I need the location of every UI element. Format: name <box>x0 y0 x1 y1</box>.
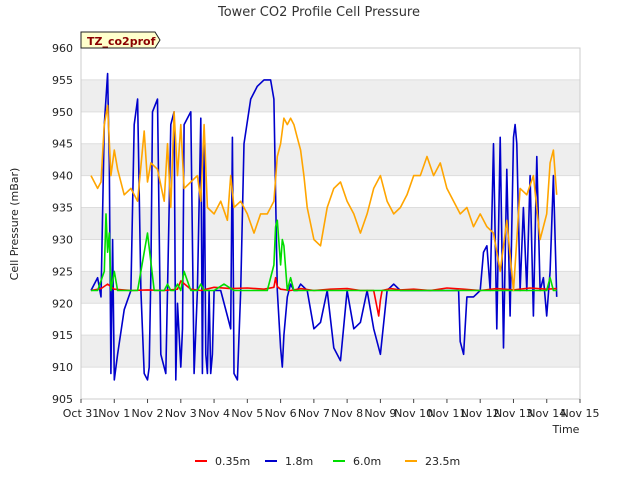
series-line-6_0m <box>91 213 557 292</box>
x-tick-label: Nov 9 <box>364 407 396 420</box>
y-tick-label: 905 <box>52 393 73 406</box>
background-band <box>81 207 580 240</box>
x-tick-label: Nov 8 <box>331 407 363 420</box>
series-line-0_35m <box>90 276 557 317</box>
x-axis-ticks: Oct 31 Nov 1 Nov 2 Nov 3 Nov 4 Nov 5 Nov 6 Nov … <box>63 399 600 420</box>
y-tick-label: 925 <box>52 265 73 278</box>
series-layer <box>90 72 558 381</box>
x-tick-label: Nov 5 <box>231 407 263 420</box>
badge-label: TZ_co2prof <box>87 35 156 48</box>
x-tick-label: Nov 14 <box>527 407 566 420</box>
x-tick-label: Nov 3 <box>165 407 197 420</box>
y-axis-ticks: 905 910 915 920 925 930 935 940 945 950 955 960 <box>52 42 73 406</box>
x-tick-label: Nov 12 <box>461 407 500 420</box>
x-tick-label: Nov 11 <box>427 407 466 420</box>
station-badge: TZ_co2prof <box>80 31 161 49</box>
legend-label-1_8m: 1.8m <box>285 455 313 468</box>
x-tick-label: Nov 2 <box>132 407 164 420</box>
background-band <box>81 79 580 112</box>
x-tick-label: Oct 31 <box>63 407 100 420</box>
legend: 0.35m 1.8m 6.0m 23.5m <box>195 455 460 468</box>
background-band <box>81 143 580 176</box>
legend-label-6_0m: 6.0m <box>353 455 381 468</box>
y-tick-label: 915 <box>52 329 73 342</box>
x-tick-label: Nov 6 <box>265 407 297 420</box>
y-tick-label: 910 <box>52 361 73 374</box>
y-tick-label: 920 <box>52 297 73 310</box>
x-tick-label: Nov 1 <box>98 407 130 420</box>
x-tick-label: Nov 15 <box>561 407 600 420</box>
x-tick-label: Nov 13 <box>494 407 533 420</box>
plot-frame <box>80 47 581 400</box>
legend-label-23_5m: 23.5m <box>425 455 460 468</box>
x-axis-title: Time <box>552 423 580 436</box>
background-band <box>81 335 580 368</box>
y-tick-label: 955 <box>52 74 73 87</box>
y-tick-label: 960 <box>52 42 73 55</box>
x-tick-label: Nov 4 <box>198 407 230 420</box>
y-tick-label: 930 <box>52 233 73 246</box>
x-tick-label: Nov 10 <box>394 407 433 420</box>
y-axis-title: Cell Pressure (mBar) <box>8 168 21 281</box>
y-tick-label: 945 <box>52 138 73 151</box>
series-line-1_8m <box>90 72 558 381</box>
chart-title: Tower CO2 Profile Cell Pressure <box>217 5 420 20</box>
y-tick-label: 935 <box>52 202 73 215</box>
badge-box <box>80 31 161 49</box>
legend-label-0_35m: 0.35m <box>215 455 250 468</box>
series-line-23_5m <box>90 104 558 292</box>
x-tick-label: Nov 7 <box>298 407 330 420</box>
y-tick-label: 940 <box>52 170 73 183</box>
y-tick-label: 950 <box>52 106 73 119</box>
